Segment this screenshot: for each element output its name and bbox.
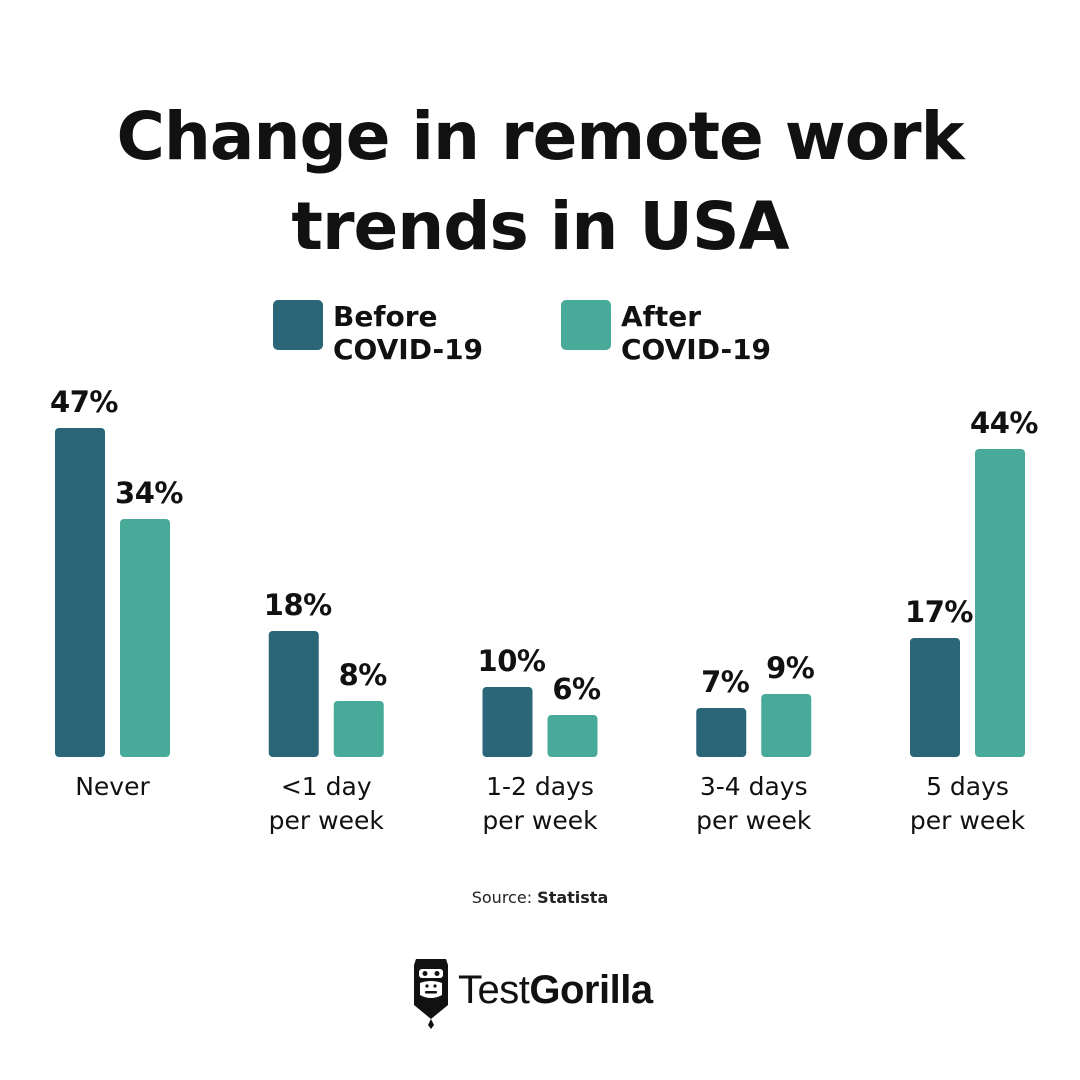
data-label-after-covid-19-1-2-days-per-week: 6% — [552, 672, 601, 706]
category-label-5-days-per-week-line-2: per week — [910, 806, 1026, 835]
legend-label-after-line-2: COVID-19 — [621, 333, 772, 366]
bar-before-covid-19-5-days-per-week — [910, 638, 960, 757]
chart-title-line-1: Change in remote work — [116, 98, 965, 175]
legend-swatch-after — [561, 300, 611, 350]
brand-logo: TestGorilla — [410, 950, 653, 1030]
source-prefix: Source: — [471, 888, 538, 907]
data-label-before-covid-19-5-days-per-week: 17% — [905, 595, 973, 629]
legend-label-after-line-1: After — [621, 300, 702, 333]
legend-label-before: Before COVID-19 — [333, 300, 533, 366]
bar-after-covid-19-never — [120, 519, 170, 757]
data-label-after-covid-19-1-day-per-week: 8% — [339, 658, 388, 692]
bar-before-covid-19-1-2-days-per-week — [482, 687, 533, 757]
data-label-after-covid-19-never: 34% — [115, 476, 183, 510]
source-name: Statista — [537, 888, 609, 907]
category-label-1-day-per-week-line-1: <1 day — [281, 772, 372, 801]
data-label-before-covid-19-3-4-days-per-week: 7% — [701, 665, 750, 699]
category-label-3-4-days-per-week-line-1: 3-4 days — [700, 772, 808, 801]
chart-title-line-2: trends in USA — [291, 188, 789, 265]
bar-after-covid-19-1-2-days-per-week — [547, 715, 598, 757]
bar-before-covid-19-1-day-per-week — [268, 631, 319, 757]
data-label-before-covid-19-never: 47% — [50, 385, 118, 419]
legend-item-before: Before COVID-19 — [273, 300, 533, 366]
bar-before-covid-19-never — [55, 428, 105, 757]
category-label-5-days-per-week-line-1: 5 days — [926, 772, 1009, 801]
data-label-before-covid-19-1-2-days-per-week: 10% — [478, 644, 546, 678]
category-label-1-2-days-per-week-line-1: 1-2 days — [486, 772, 594, 801]
bar-after-covid-19-3-4-days-per-week — [761, 694, 812, 757]
data-label-after-covid-19-5-days-per-week: 44% — [970, 406, 1038, 440]
legend-label-before-line-1: Before — [333, 300, 438, 333]
bar-chart: 47% 34% Never 18% 8% <1 day per week 10%6% 1-2 d… — [50, 385, 1039, 835]
data-label-before-covid-19-1-day-per-week: 18% — [264, 588, 332, 622]
bar-after-covid-19-5-days-per-week — [975, 449, 1025, 757]
legend-swatch-before — [273, 300, 323, 350]
data-label-after-covid-19-3-4-days-per-week: 9% — [766, 651, 815, 685]
legend-item-after: After COVID-19 — [561, 300, 821, 366]
chart-title: Change in remote work trends in USA — [40, 92, 1040, 272]
legend-label-after: After COVID-19 — [621, 300, 821, 366]
category-label-1-day-per-week-line-2: per week — [269, 806, 385, 835]
category-label-never-line-1: Never — [75, 772, 150, 801]
source-note: Source: Statista — [0, 888, 1080, 907]
bar-after-covid-19-1-day-per-week — [333, 701, 384, 757]
brand-name: TestGorilla — [458, 968, 653, 1013]
category-label-3-4-days-per-week-line-2: per week — [696, 806, 812, 835]
gorilla-logo-icon — [414, 959, 448, 1029]
brand-name-part-1: Test — [458, 967, 530, 1012]
brand-name-part-2: Gorilla — [529, 967, 653, 1012]
bar-before-covid-19-3-4-days-per-week — [696, 708, 747, 757]
legend-label-before-line-2: COVID-19 — [333, 333, 484, 366]
category-label-1-2-days-per-week-line-2: per week — [482, 806, 598, 835]
